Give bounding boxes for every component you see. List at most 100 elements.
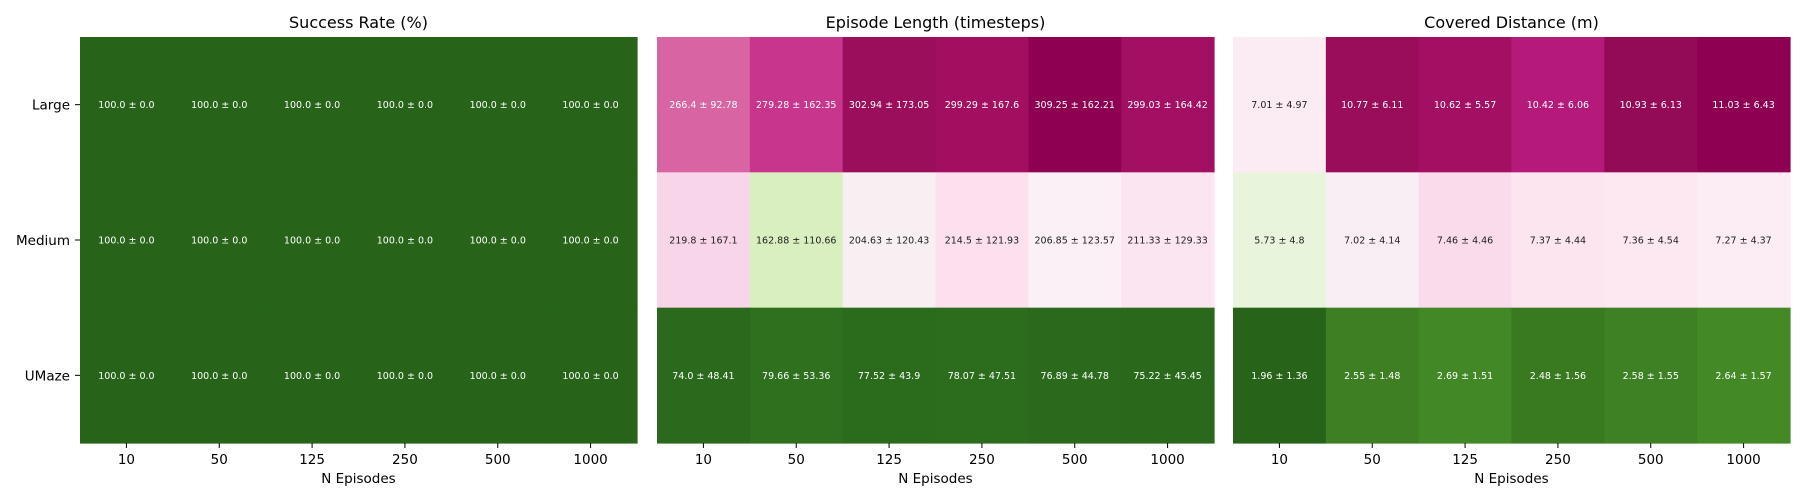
- heatmap-cell: [265, 307, 360, 444]
- heatmap-cell: [265, 172, 360, 309]
- heatmap-cell: [544, 172, 638, 309]
- x-tick-label: 1000: [1726, 452, 1760, 468]
- heatmap-cell: [451, 307, 545, 444]
- cell-label: 100.0 ± 0.0: [284, 371, 340, 382]
- heatmap-cell: [80, 37, 174, 173]
- x-axis-label: N Episodes: [898, 471, 972, 487]
- heatmap-cell: [80, 307, 174, 444]
- x-tick-label: 250: [1545, 452, 1571, 468]
- panel-title: Covered Distance (m): [1424, 13, 1599, 32]
- cell-label: 7.46 ± 4.46: [1437, 236, 1493, 247]
- heatmap-cell: [1325, 37, 1420, 173]
- x-tick-label: 50: [211, 452, 228, 468]
- heatmap-cell: [657, 307, 751, 444]
- cell-label: 299.03 ± 164.42: [1127, 100, 1207, 111]
- cell-label: 266.4 ± 92.78: [669, 100, 737, 111]
- heatmap-cell: [657, 172, 751, 309]
- heatmap-cell: [842, 172, 937, 309]
- cell-label: 2.58 ± 1.55: [1623, 371, 1679, 382]
- x-tick-label: 10: [118, 452, 135, 468]
- cell-label: 100.0 ± 0.0: [98, 236, 154, 247]
- panel-title: Episode Length (timesteps): [826, 13, 1046, 32]
- heatmap-cell: [935, 307, 1029, 444]
- cell-label: 100.0 ± 0.0: [470, 371, 526, 382]
- x-tick-label: 125: [1452, 452, 1478, 468]
- cell-label: 1.96 ± 1.36: [1251, 371, 1307, 382]
- heatmap-cell: [172, 172, 267, 309]
- heatmap-cell: [1325, 307, 1420, 444]
- heatmap-cell: [451, 37, 545, 173]
- cell-label: 100.0 ± 0.0: [284, 100, 340, 111]
- cell-label: 100.0 ± 0.0: [377, 100, 433, 111]
- cell-label: 100.0 ± 0.0: [470, 100, 526, 111]
- heatmap-cell: [1418, 172, 1513, 309]
- heatmap-cell: [1511, 172, 1605, 309]
- heatmap-cell: [1697, 307, 1791, 444]
- heatmap-cell: [544, 307, 638, 444]
- cell-label: 77.52 ± 43.9: [858, 371, 920, 382]
- cell-label: 74.0 ± 48.41: [672, 371, 734, 382]
- heatmap-cell: [935, 172, 1029, 309]
- x-tick-label: 125: [299, 452, 325, 468]
- cell-label: 76.89 ± 44.78: [1041, 371, 1109, 382]
- cell-label: 7.02 ± 4.14: [1344, 236, 1400, 247]
- x-axis-label: N Episodes: [1474, 471, 1548, 487]
- heatmap-cell: [749, 37, 844, 173]
- heatmap-cell: [1511, 37, 1605, 173]
- cell-label: 100.0 ± 0.0: [98, 371, 154, 382]
- cell-label: 100.0 ± 0.0: [191, 100, 247, 111]
- heatmap-cell: [935, 37, 1029, 173]
- x-tick-label: 250: [392, 452, 418, 468]
- heatmap-cell: [172, 37, 267, 173]
- cell-label: 7.37 ± 4.44: [1530, 236, 1586, 247]
- cell-label: 7.27 ± 4.37: [1715, 236, 1771, 247]
- heatmap-cell: [1233, 37, 1327, 173]
- cell-label: 100.0 ± 0.0: [377, 371, 433, 382]
- heatmap-cell: [749, 172, 844, 309]
- heatmap-cell: [1121, 172, 1215, 309]
- heatmap-cell: [657, 37, 751, 173]
- cell-label: 100.0 ± 0.0: [191, 371, 247, 382]
- cell-label: 2.64 ± 1.57: [1715, 371, 1771, 382]
- x-tick-label: 10: [695, 452, 712, 468]
- heatmap-cell: [1418, 307, 1513, 444]
- cell-label: 204.63 ± 120.43: [849, 236, 929, 247]
- heatmap-panel: Success Rate (%) 100.0 ± 0.0 100.0 ± 0.0 10…: [16, 13, 638, 487]
- y-tick-label: Large: [32, 98, 70, 114]
- cell-label: 7.36 ± 4.54: [1623, 236, 1679, 247]
- heatmap-cell: [1325, 172, 1420, 309]
- heatmap-cell: [358, 172, 452, 309]
- x-tick-label: 50: [788, 452, 805, 468]
- heatmap-cell: [842, 37, 937, 173]
- cell-label: 10.62 ± 5.57: [1434, 100, 1496, 111]
- cell-label: 100.0 ± 0.0: [377, 236, 433, 247]
- x-tick-label: 1000: [573, 452, 607, 468]
- x-tick-label: 250: [969, 452, 995, 468]
- cell-label: 10.77 ± 6.11: [1341, 100, 1403, 111]
- x-tick-label: 125: [876, 452, 902, 468]
- cell-label: 10.93 ± 6.13: [1620, 100, 1682, 111]
- heatmap-cell: [358, 307, 452, 444]
- panel-title: Success Rate (%): [289, 13, 428, 32]
- heatmap-cell: [1697, 37, 1791, 173]
- cell-label: 302.94 ± 173.05: [849, 100, 929, 111]
- heatmap-cell: [1697, 172, 1791, 309]
- cell-label: 7.01 ± 4.97: [1251, 100, 1307, 111]
- cell-label: 10.42 ± 6.06: [1527, 100, 1589, 111]
- heatmap-cell: [1121, 307, 1215, 444]
- heatmap-cell: [544, 37, 638, 173]
- x-tick-label: 1000: [1150, 452, 1184, 468]
- cell-label: 100.0 ± 0.0: [562, 371, 618, 382]
- x-tick-label: 50: [1364, 452, 1381, 468]
- cell-label: 75.22 ± 45.45: [1133, 371, 1201, 382]
- cell-label: 279.28 ± 162.35: [756, 100, 836, 111]
- cell-label: 299.29 ± 167.6: [945, 100, 1019, 111]
- heatmap-cell: [358, 37, 452, 173]
- heatmap-cell: [1604, 307, 1698, 444]
- heatmap-cell: [1233, 307, 1327, 444]
- x-tick-label: 500: [1638, 452, 1664, 468]
- heatmap-panel: Episode Length (timesteps) 266.4 ± 92.78 2…: [657, 13, 1215, 487]
- cell-label: 5.73 ± 4.8: [1254, 236, 1304, 247]
- x-tick-label: 500: [485, 452, 511, 468]
